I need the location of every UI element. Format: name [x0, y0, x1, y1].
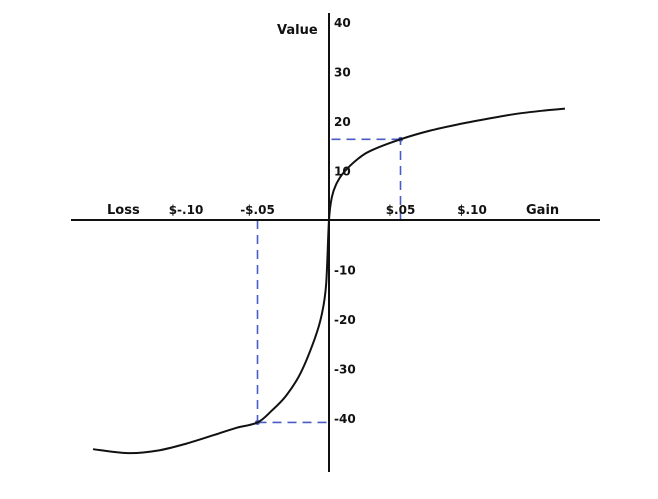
watermark: Chi na2au	[275, 480, 346, 496]
value-curve	[92, 107, 566, 455]
value-curve-line	[92, 107, 566, 455]
y-tick-labels: 40 30 20 10 -10 -20 -30 -40	[334, 16, 356, 426]
x-axis-label-loss: Loss	[107, 203, 140, 218]
y-axis-label: Value	[277, 23, 318, 38]
y-tick-label: 40	[334, 16, 351, 30]
y-tick-label: 20	[334, 115, 351, 129]
x-tick-label: $-.10	[169, 203, 204, 217]
x-tick-label: $.10	[457, 203, 487, 217]
x-tick-labels: $-.10 -$.05 $.05 $.10	[169, 203, 487, 217]
y-tick-label: -10	[334, 264, 356, 278]
x-tick-label: -$.05	[240, 203, 275, 217]
y-tick-label: -40	[334, 412, 356, 426]
y-tick-label: 30	[334, 66, 351, 80]
x-axis-label-gain: Gain	[526, 203, 559, 218]
y-tick-label: -30	[334, 363, 356, 377]
y-tick-label: 10	[334, 165, 351, 179]
x-tick-label: $.05	[386, 203, 416, 217]
y-tick-label: -20	[334, 313, 356, 327]
